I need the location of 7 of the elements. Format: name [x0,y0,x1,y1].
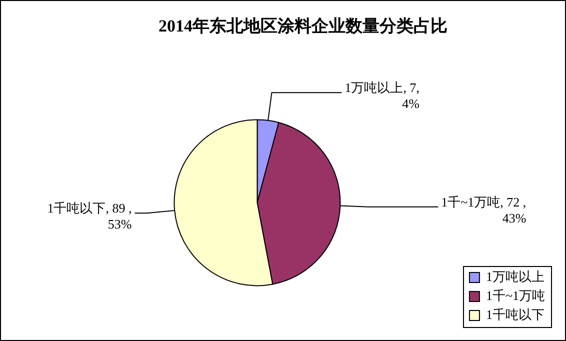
chart-title: 2014年东北地区涂料企业数量分类占比 [158,16,448,36]
legend-label: 1万吨以上 [486,268,544,284]
data-label: 1千~1万吨, 72 , 43% [441,194,526,226]
data-label: 1万吨以上, 7, 4% [344,80,420,112]
legend-label: 1千~1万吨 [486,288,546,303]
data-label: 1千吨以下, 89 , 53% [47,200,132,232]
legend-label: 1千吨以下 [486,306,544,322]
